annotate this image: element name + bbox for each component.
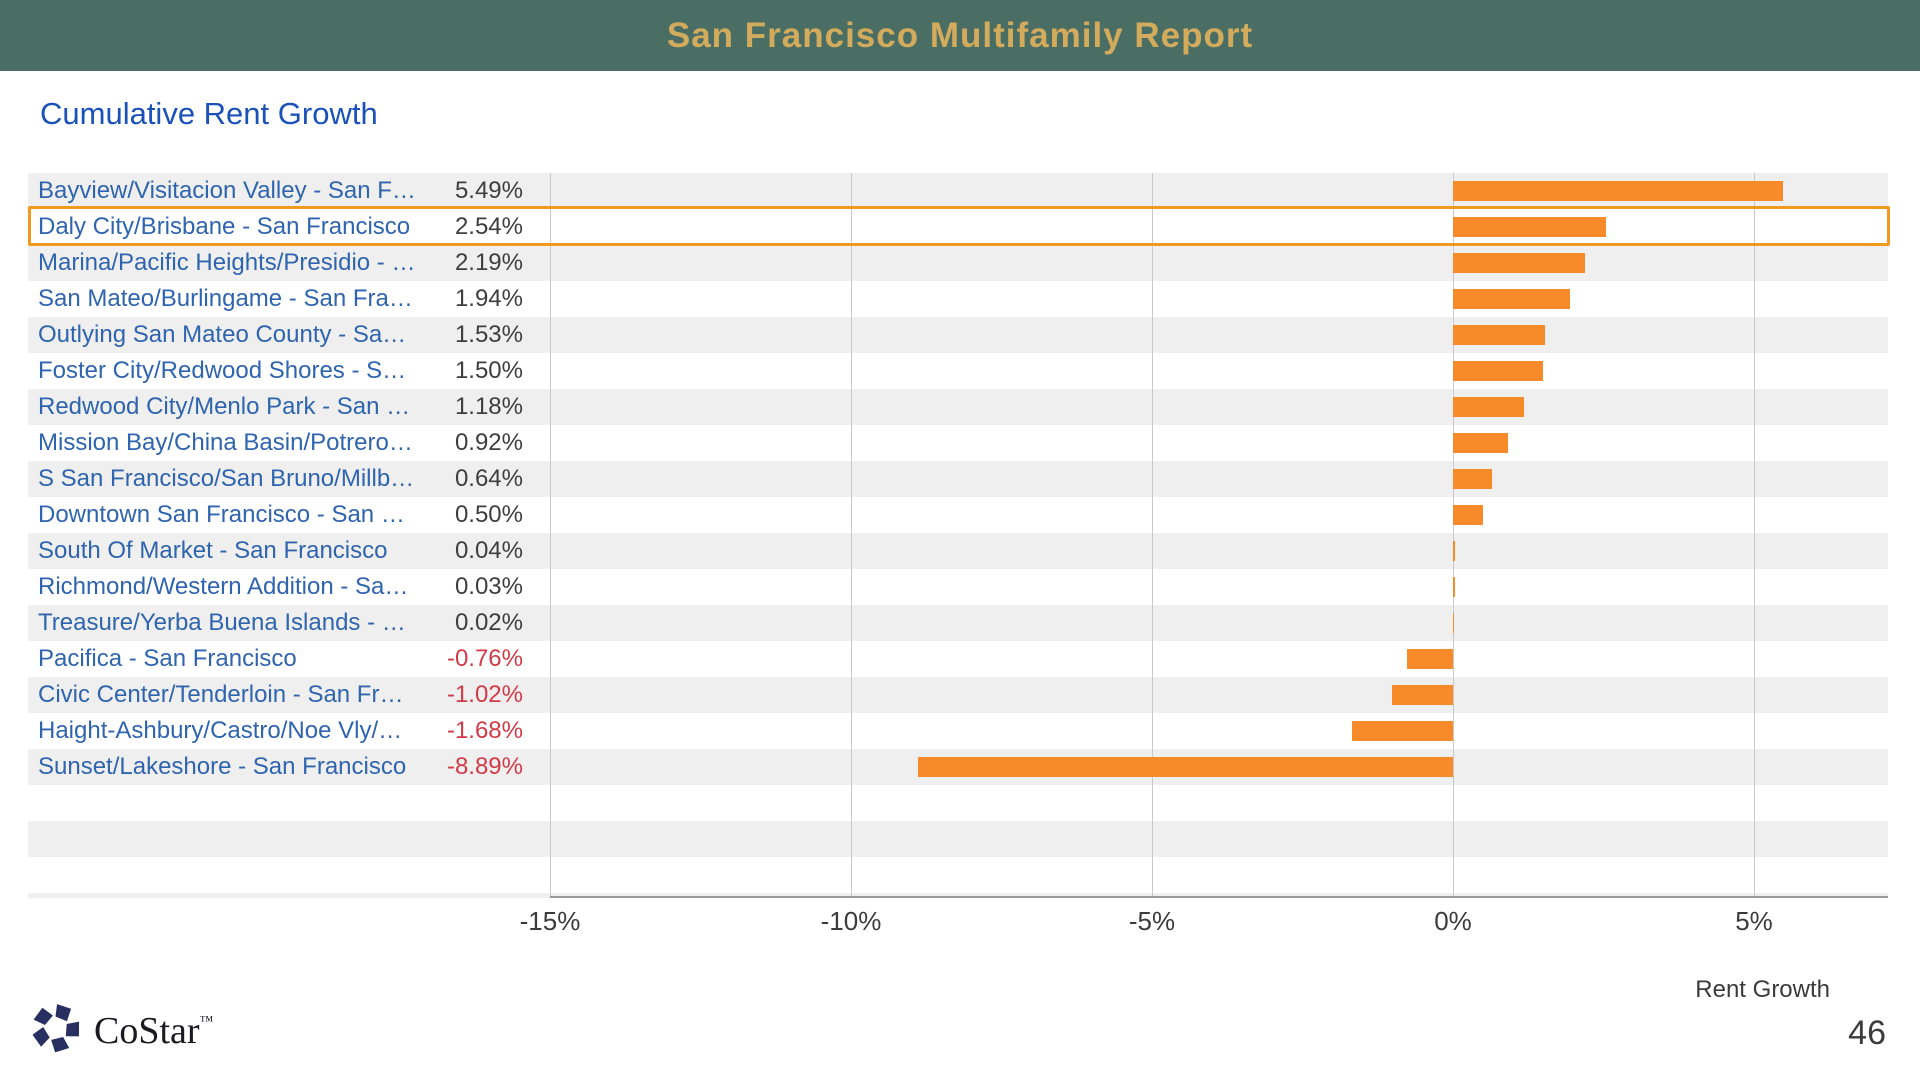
row-label: Downtown San Francisco - San …: [38, 501, 405, 528]
cumulative-rent-growth-chart: Bayview/Visitacion Valley - San F… 5.49% D…: [28, 173, 1890, 898]
row-value: 2.19%: [454, 249, 523, 276]
page-number: 46: [1848, 1014, 1886, 1052]
bar: [1453, 469, 1492, 489]
row-value: 0.03%: [454, 573, 523, 600]
row-label: Daly City/Brisbane - San Francisco: [38, 213, 411, 240]
row-value: 0.02%: [454, 609, 523, 636]
bar: [1453, 181, 1784, 201]
x-axis-label: Rent Growth: [1695, 976, 1830, 1003]
gridline-0%: [1453, 173, 1454, 898]
row-label: Richmond/Western Addition - Sa…: [38, 573, 409, 600]
row-label: Bayview/Visitacion Valley - San F…: [38, 177, 416, 204]
row-value: 0.64%: [454, 465, 523, 492]
row-value: -0.76%: [446, 645, 523, 672]
bar: [1453, 433, 1509, 453]
row-label: Marina/Pacific Heights/Presidio - …: [38, 249, 416, 276]
row-label: Haight-Ashbury/Castro/Noe Vly/…: [38, 717, 403, 744]
costar-logo: CoStar™: [30, 1002, 213, 1059]
bar: [1391, 685, 1453, 705]
bar: [1453, 541, 1456, 561]
costar-pinwheel-icon: [30, 1002, 82, 1059]
row-label: Civic Center/Tenderloin - San Fr…: [38, 681, 404, 708]
row-label: Redwood City/Menlo Park - San …: [38, 393, 411, 420]
row-value: 0.04%: [454, 537, 523, 564]
row-value: 2.54%: [454, 213, 523, 240]
x-tick-label: 0%: [1434, 906, 1472, 936]
row-label: Foster City/Redwood Shores - S…: [38, 357, 407, 384]
x-axis-line: [550, 896, 1888, 898]
row-label: Outlying San Mateo County - Sa…: [38, 321, 407, 348]
row-value: 0.50%: [454, 501, 523, 528]
chart-title: Cumulative Rent Growth: [40, 96, 378, 131]
row-value: -1.02%: [446, 681, 523, 708]
row-value: 1.18%: [454, 393, 523, 420]
bar: [917, 757, 1453, 777]
bar: [1453, 397, 1525, 417]
report-title: San Francisco Multifamily Report: [666, 15, 1254, 55]
row-label: San Mateo/Burlingame - San Fra…: [38, 285, 413, 312]
row-label: Treasure/Yerba Buena Islands - …: [38, 609, 406, 636]
row-value: 1.53%: [454, 321, 523, 348]
row-label: S San Francisco/San Bruno/Millb…: [38, 465, 415, 492]
row-value: 1.94%: [454, 285, 523, 312]
row-label: Sunset/Lakeshore - San Francisco: [38, 753, 407, 780]
x-tick-label: -15%: [519, 906, 581, 936]
bar: [1351, 721, 1453, 741]
gridline--15%: [550, 173, 551, 898]
bar: [1453, 577, 1455, 597]
bar: [1407, 649, 1453, 669]
trademark-symbol: ™: [199, 1013, 214, 1029]
gridline--5%: [1152, 173, 1153, 898]
x-tick-label: -5%: [1128, 906, 1176, 936]
row-value: -8.89%: [446, 753, 523, 780]
row-value: 1.50%: [454, 357, 523, 384]
bar: [1453, 505, 1484, 525]
row-value: -1.68%: [446, 717, 523, 744]
row-label: Pacifica - San Francisco: [38, 645, 297, 672]
bar: [1453, 253, 1585, 273]
bar: [1453, 325, 1546, 345]
x-tick-label: 5%: [1735, 906, 1773, 936]
gridline-5%: [1754, 173, 1755, 898]
header-bar: San Francisco Multifamily Report: [0, 0, 1920, 71]
bar: [1453, 613, 1455, 633]
row-value: 5.49%: [454, 177, 523, 204]
bar: [1453, 217, 1606, 237]
bar: [1453, 361, 1544, 381]
row-label: Mission Bay/China Basin/Potrero…: [38, 429, 413, 456]
row-label: South Of Market - San Francisco: [38, 537, 388, 564]
row-value: 0.92%: [454, 429, 523, 456]
bar: [1453, 289, 1570, 309]
costar-wordmark: CoStar™: [94, 1009, 214, 1052]
gridline--10%: [851, 173, 852, 898]
x-tick-label: -10%: [820, 906, 882, 936]
